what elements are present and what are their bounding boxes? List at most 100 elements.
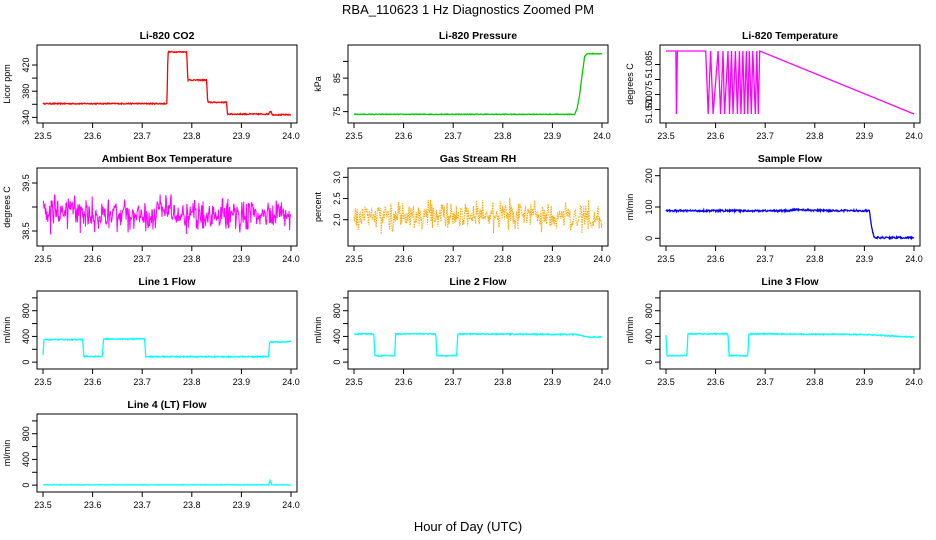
series-line bbox=[666, 50, 915, 115]
panel-title: Line 3 Flow bbox=[761, 276, 819, 288]
x-tick-label: 23.7 bbox=[756, 254, 774, 264]
x-tick-label: 23.6 bbox=[707, 131, 725, 141]
x-tick-label: 23.8 bbox=[183, 377, 201, 387]
x-tick-label: 23.6 bbox=[84, 131, 102, 141]
x-tick-label: 23.9 bbox=[856, 131, 874, 141]
x-tick-label: 23.9 bbox=[856, 377, 874, 387]
y-axis-label: ml/min bbox=[2, 317, 12, 344]
plot-frame bbox=[347, 44, 609, 124]
x-tick-label: 23.8 bbox=[183, 131, 201, 141]
y-tick-label: 420 bbox=[21, 58, 31, 73]
x-tick-label: 23.9 bbox=[233, 377, 251, 387]
y-tick-label: 75 bbox=[332, 107, 342, 117]
x-tick-label: 23.5 bbox=[657, 131, 675, 141]
x-tick-label: 23.7 bbox=[444, 254, 462, 264]
plot-frame bbox=[659, 44, 921, 124]
panel-title: Ambient Box Temperature bbox=[102, 153, 233, 165]
y-tick-label: 3.0 bbox=[332, 171, 342, 184]
x-tick-label: 23.8 bbox=[494, 131, 512, 141]
series-line bbox=[353, 52, 603, 116]
y-tick-label: 800 bbox=[21, 426, 31, 441]
y-tick-label: 800 bbox=[644, 303, 654, 318]
chart-panel: Line 3 Flow 23.5 23.6 23.7 23.8 23.9 24.0 0 400 8… bbox=[625, 276, 923, 387]
x-tick-label: 23.6 bbox=[395, 254, 413, 264]
x-tick-label: 23.5 bbox=[34, 377, 52, 387]
series-line bbox=[42, 337, 292, 359]
x-tick-label: 23.6 bbox=[84, 254, 102, 264]
x-tick-label: 23.5 bbox=[34, 131, 52, 141]
series-line bbox=[665, 207, 915, 241]
x-tick-label: 23.8 bbox=[806, 131, 824, 141]
y-tick-label: 400 bbox=[21, 329, 31, 344]
y-axis-label: Licor ppm bbox=[2, 64, 12, 104]
y-tick-label: 0 bbox=[21, 360, 31, 365]
y-axis-label: degrees C bbox=[2, 186, 12, 228]
plot-frame bbox=[659, 290, 921, 370]
plot-frame bbox=[36, 413, 298, 493]
x-tick-label: 23.5 bbox=[657, 377, 675, 387]
x-tick-label: 23.5 bbox=[345, 377, 363, 387]
plot-frame bbox=[36, 290, 298, 370]
x-tick-label: 23.6 bbox=[707, 377, 725, 387]
panel-title: Li-820 Temperature bbox=[742, 30, 838, 42]
x-tick-label: 23.6 bbox=[395, 131, 413, 141]
x-tick-label: 23.9 bbox=[544, 131, 562, 141]
plot-frame bbox=[347, 167, 609, 247]
panel-title: Line 2 Flow bbox=[449, 276, 507, 288]
x-tick-label: 24.0 bbox=[593, 131, 611, 141]
plot-frame bbox=[659, 167, 921, 247]
panel-title: Line 1 Flow bbox=[138, 276, 196, 288]
x-tick-label: 23.5 bbox=[34, 254, 52, 264]
x-tick-label: 23.9 bbox=[544, 254, 562, 264]
y-tick-label: 0 bbox=[332, 360, 342, 365]
y-axis-label: degrees C bbox=[625, 63, 635, 105]
x-tick-label: 23.9 bbox=[856, 254, 874, 264]
y-tick-label: 400 bbox=[21, 452, 31, 467]
y-axis-label: ml/min bbox=[625, 194, 635, 221]
x-tick-label: 23.7 bbox=[756, 131, 774, 141]
x-tick-label: 23.9 bbox=[233, 131, 251, 141]
chart-panel: Li-820 Pressure 23.5 23.6 23.7 23.8 23.9 24.0 7… bbox=[313, 30, 611, 141]
x-tick-label: 23.7 bbox=[133, 500, 151, 510]
y-tick-label: 400 bbox=[332, 329, 342, 344]
y-tick-label: 380 bbox=[21, 84, 31, 99]
chart-panel: Line 4 (LT) Flow 23.5 23.6 23.7 23.8 23.9 24.0… bbox=[2, 399, 300, 510]
y-axis-label: ml/min bbox=[2, 440, 12, 467]
y-tick-label: 38.5 bbox=[21, 222, 31, 240]
y-tick-label: 51.070 bbox=[644, 96, 654, 124]
x-tick-label: 24.0 bbox=[905, 377, 923, 387]
x-tick-label: 24.0 bbox=[905, 254, 923, 264]
panel-title: Gas Stream RH bbox=[440, 153, 516, 165]
chart-panel: Sample Flow 23.5 23.6 23.7 23.8 23.9 24.0 0 100 2… bbox=[625, 153, 923, 264]
chart-panel: Li-820 Temperature 23.5 23.6 23.7 23.8 23.9 24… bbox=[625, 30, 923, 141]
y-axis-label: ml/min bbox=[625, 317, 635, 344]
x-tick-label: 24.0 bbox=[282, 254, 300, 264]
chart-panel: Line 2 Flow 23.5 23.6 23.7 23.8 23.9 24.0 0 400 8… bbox=[313, 276, 611, 387]
x-tick-label: 23.8 bbox=[806, 254, 824, 264]
series-line bbox=[353, 332, 603, 358]
y-axis-label: kPa bbox=[313, 76, 323, 92]
y-tick-label: 340 bbox=[21, 110, 31, 125]
x-tick-label: 23.7 bbox=[133, 254, 151, 264]
y-tick-label: 800 bbox=[21, 303, 31, 318]
y-axis-label: ml/min bbox=[313, 317, 323, 344]
plot-frame bbox=[347, 290, 609, 370]
series-line bbox=[42, 194, 292, 235]
x-tick-label: 24.0 bbox=[593, 377, 611, 387]
x-tick-label: 23.9 bbox=[544, 377, 562, 387]
x-tick-label: 23.9 bbox=[233, 500, 251, 510]
y-tick-label: 400 bbox=[644, 329, 654, 344]
y-tick-label: 0 bbox=[644, 360, 654, 365]
x-tick-label: 23.7 bbox=[133, 377, 151, 387]
y-tick-label: 2.5 bbox=[332, 192, 342, 205]
x-tick-label: 23.8 bbox=[806, 377, 824, 387]
x-tick-label: 24.0 bbox=[282, 377, 300, 387]
x-tick-label: 23.9 bbox=[233, 254, 251, 264]
x-tick-label: 23.6 bbox=[84, 377, 102, 387]
x-tick-label: 23.5 bbox=[657, 254, 675, 264]
series-line bbox=[42, 50, 292, 117]
plot-frame bbox=[36, 44, 298, 124]
y-tick-label: 51.075 bbox=[644, 81, 654, 109]
chart-panel: Gas Stream RH 23.5 23.6 23.7 23.8 23.9 24.0 2.0… bbox=[313, 153, 611, 264]
chart-panel: Line 1 Flow 23.5 23.6 23.7 23.8 23.9 24.0 0 400 8… bbox=[2, 276, 300, 387]
